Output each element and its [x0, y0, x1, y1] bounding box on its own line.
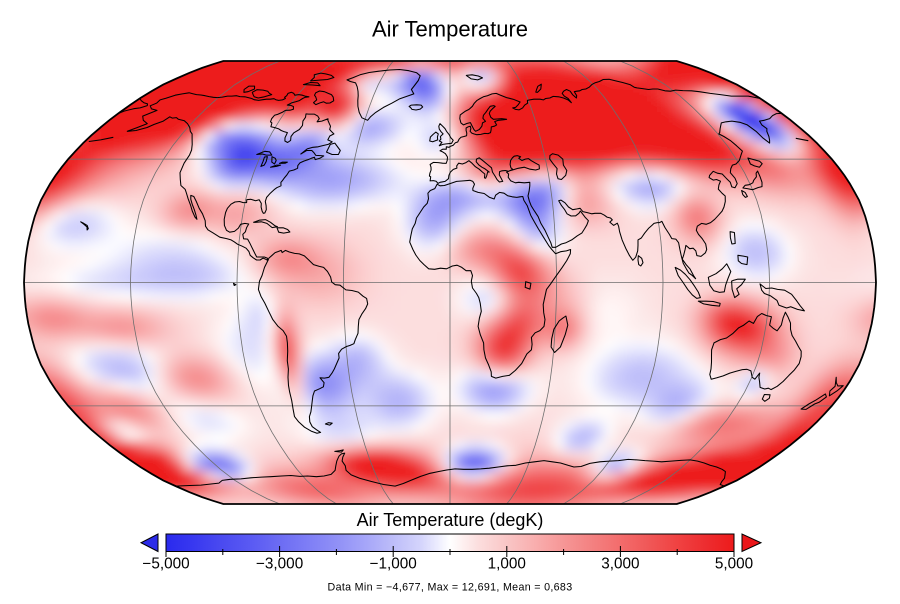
svg-text:1,000: 1,000	[488, 556, 526, 573]
svg-text:5,000: 5,000	[715, 556, 753, 573]
svg-text:Air Temperature (degK): Air Temperature (degK)	[357, 510, 544, 530]
svg-text:Air Temperature: Air Temperature	[372, 17, 528, 42]
svg-text:−3,000: −3,000	[256, 556, 303, 573]
svg-text:−1,000: −1,000	[370, 556, 417, 573]
svg-text:3,000: 3,000	[601, 556, 639, 573]
svg-text:Data Min = −4,677, Max = 12,69: Data Min = −4,677, Max = 12,691, Mean = …	[328, 582, 573, 594]
svg-text:−5,000: −5,000	[142, 556, 189, 573]
